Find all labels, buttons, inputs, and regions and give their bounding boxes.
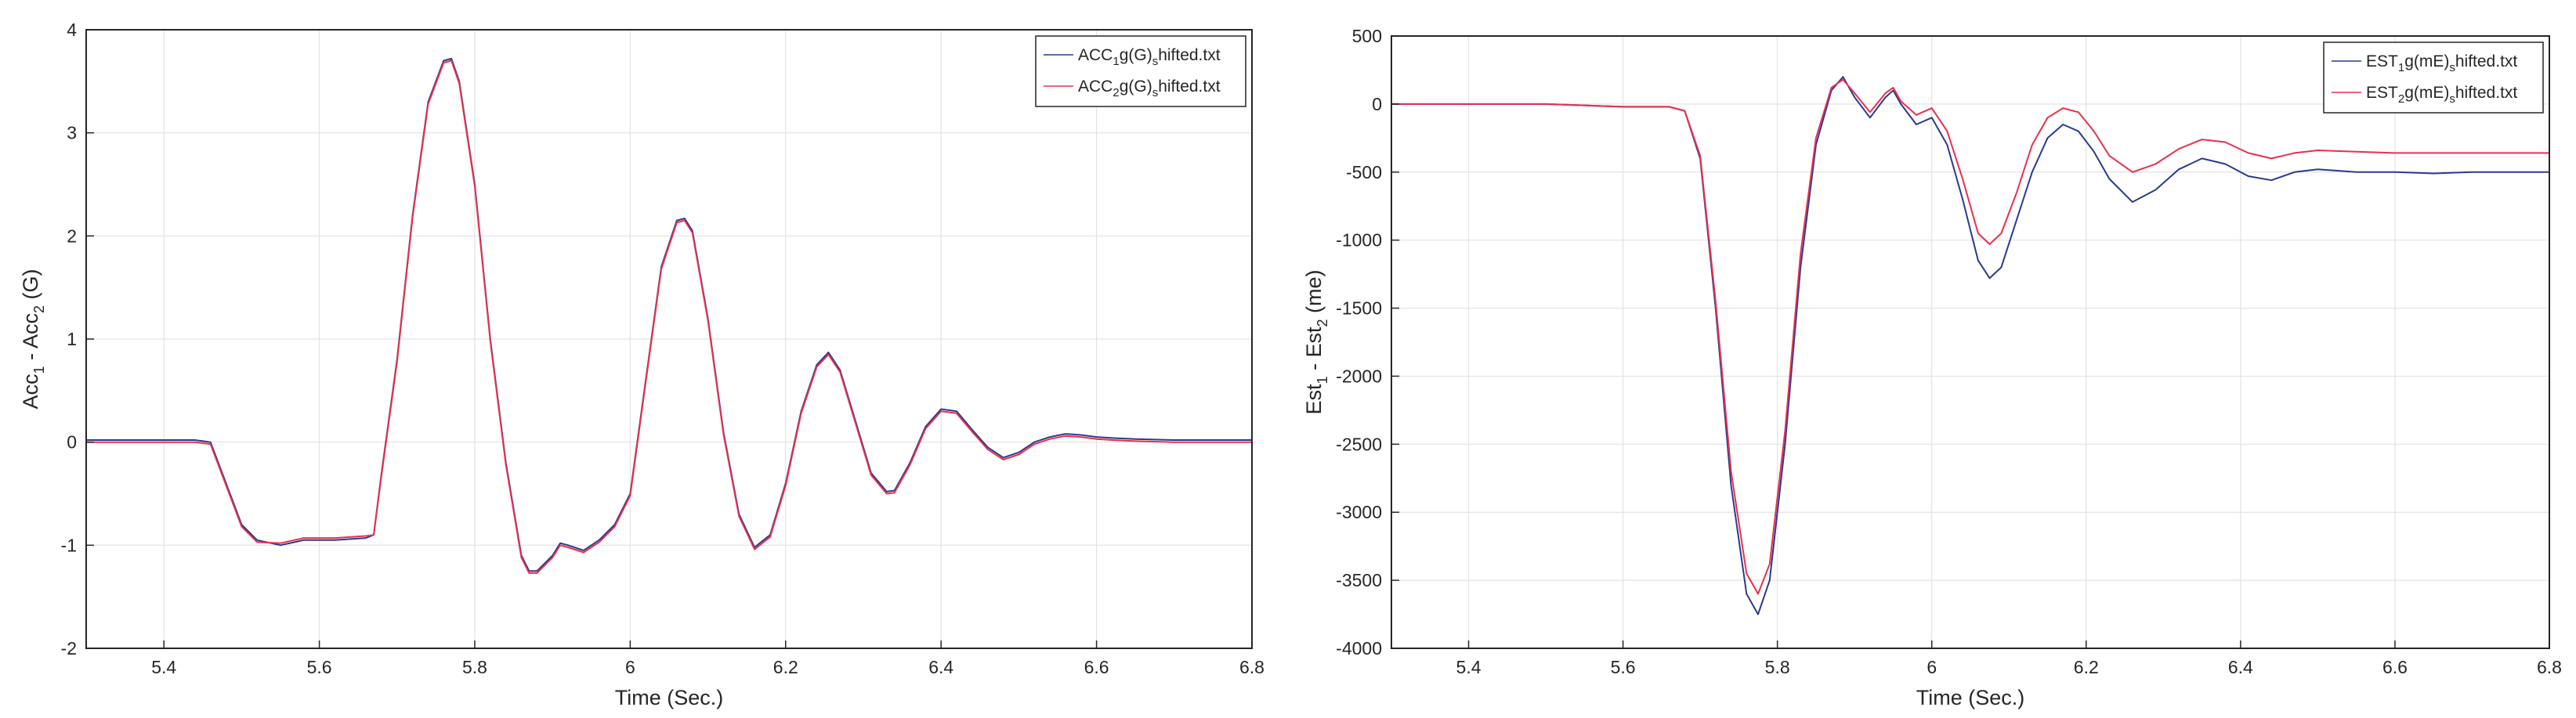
series-line-1 [1391, 76, 2550, 615]
x-tick-label: 6.2 [2074, 657, 2099, 677]
y-tick-label: -2000 [1336, 366, 1382, 386]
legend-label-est2: EST2g(mE)shifted.txt [2366, 84, 2517, 106]
y-tick-label: 500 [1352, 26, 1382, 46]
x-tick-label: 5.4 [151, 657, 176, 677]
legend-box [1035, 35, 1246, 107]
y-tick-label: 3 [67, 123, 77, 143]
est-chart: -4000 -3500 -3000 -2500 -2000 -1500 -1000 -500 0… [1302, 26, 2562, 709]
x-tick-label: 6 [1927, 657, 1937, 677]
plot-area [1391, 36, 2549, 648]
y-tick-label: -2500 [1336, 434, 1382, 454]
y-tick-label: 2 [67, 226, 77, 246]
y-tick-label: -1500 [1336, 298, 1382, 319]
x-tick-label: 5.4 [1456, 657, 1482, 677]
x-tick-label: 6.4 [2228, 657, 2253, 677]
y-tick-label: 1 [67, 329, 77, 349]
y-tick-label: -1000 [1336, 230, 1382, 251]
series-line-2 [85, 60, 1253, 574]
x-tick-label: 6.2 [773, 657, 798, 677]
y-tick-label: -2 [61, 638, 77, 658]
legend: ACC1g(G)shifted.txt ACC2g(G)shifted.txt [1035, 35, 1246, 107]
ticks [86, 29, 1253, 649]
x-tick-label: 6.4 [928, 657, 953, 677]
x-tick-label: 6.8 [2537, 657, 2562, 677]
x-axis-label: Time (Sec.) [1916, 686, 2025, 709]
x-tick-label: 6.8 [1239, 657, 1264, 677]
y-tick-labels: -4000 -3500 -3000 -2500 -2000 -1500 -1000 -500 0… [1336, 26, 1382, 658]
x-tick-label: 6 [625, 657, 635, 677]
legend-label-est1: EST1g(mE)shifted.txt [2366, 52, 2517, 74]
ticks [1391, 35, 2550, 649]
y-tick-label: 0 [1372, 94, 1382, 114]
legend-label-acc1: ACC1g(G)shifted.txt [1078, 46, 1221, 68]
y-axis-label: Est1 - Est2 (me) [1302, 269, 1330, 414]
x-tick-label: 5.6 [307, 657, 332, 677]
series-lines [1391, 76, 2550, 615]
series-lines [85, 57, 1253, 574]
x-tick-label: 6.6 [2382, 657, 2408, 677]
x-tick-labels: 5.4 5.6 5.8 6 6.2 6.4 6.6 6.8 [1456, 657, 2562, 677]
y-tick-label: -3000 [1336, 502, 1382, 522]
y-axis-label: Acc1 - Acc2 (G) [19, 269, 47, 409]
y-tick-label: -4000 [1336, 638, 1382, 658]
x-tick-label: 6.6 [1084, 657, 1109, 677]
y-tick-label: -500 [1346, 162, 1382, 182]
x-tick-label: 5.8 [1765, 657, 1790, 677]
legend-box [2323, 41, 2544, 114]
axes-box [1391, 35, 2550, 649]
x-axis-label: Time (Sec.) [615, 686, 724, 709]
legend: EST1g(mE)shifted.txt EST2g(mE)shifted.tx… [2323, 41, 2544, 114]
y-tick-label: 0 [67, 432, 77, 453]
acc-chart: -2 -1 0 1 2 3 4 5.4 5.6 5.8 6 6.2 6.4 6.6 6.8 Time (S… [19, 20, 1264, 709]
x-tick-label: 5.8 [462, 657, 487, 677]
y-tick-label: 4 [67, 20, 77, 40]
series-line-2 [1391, 78, 2550, 595]
y-tick-label: -3500 [1336, 570, 1382, 590]
x-tick-labels: 5.4 5.6 5.8 6 6.2 6.4 6.6 6.8 [151, 657, 1264, 677]
x-tick-label: 5.6 [1611, 657, 1636, 677]
y-tick-label: -1 [61, 535, 77, 555]
legend-label-acc2: ACC2g(G)shifted.txt [1078, 78, 1221, 99]
y-tick-labels: -2 -1 0 1 2 3 4 [61, 20, 78, 658]
